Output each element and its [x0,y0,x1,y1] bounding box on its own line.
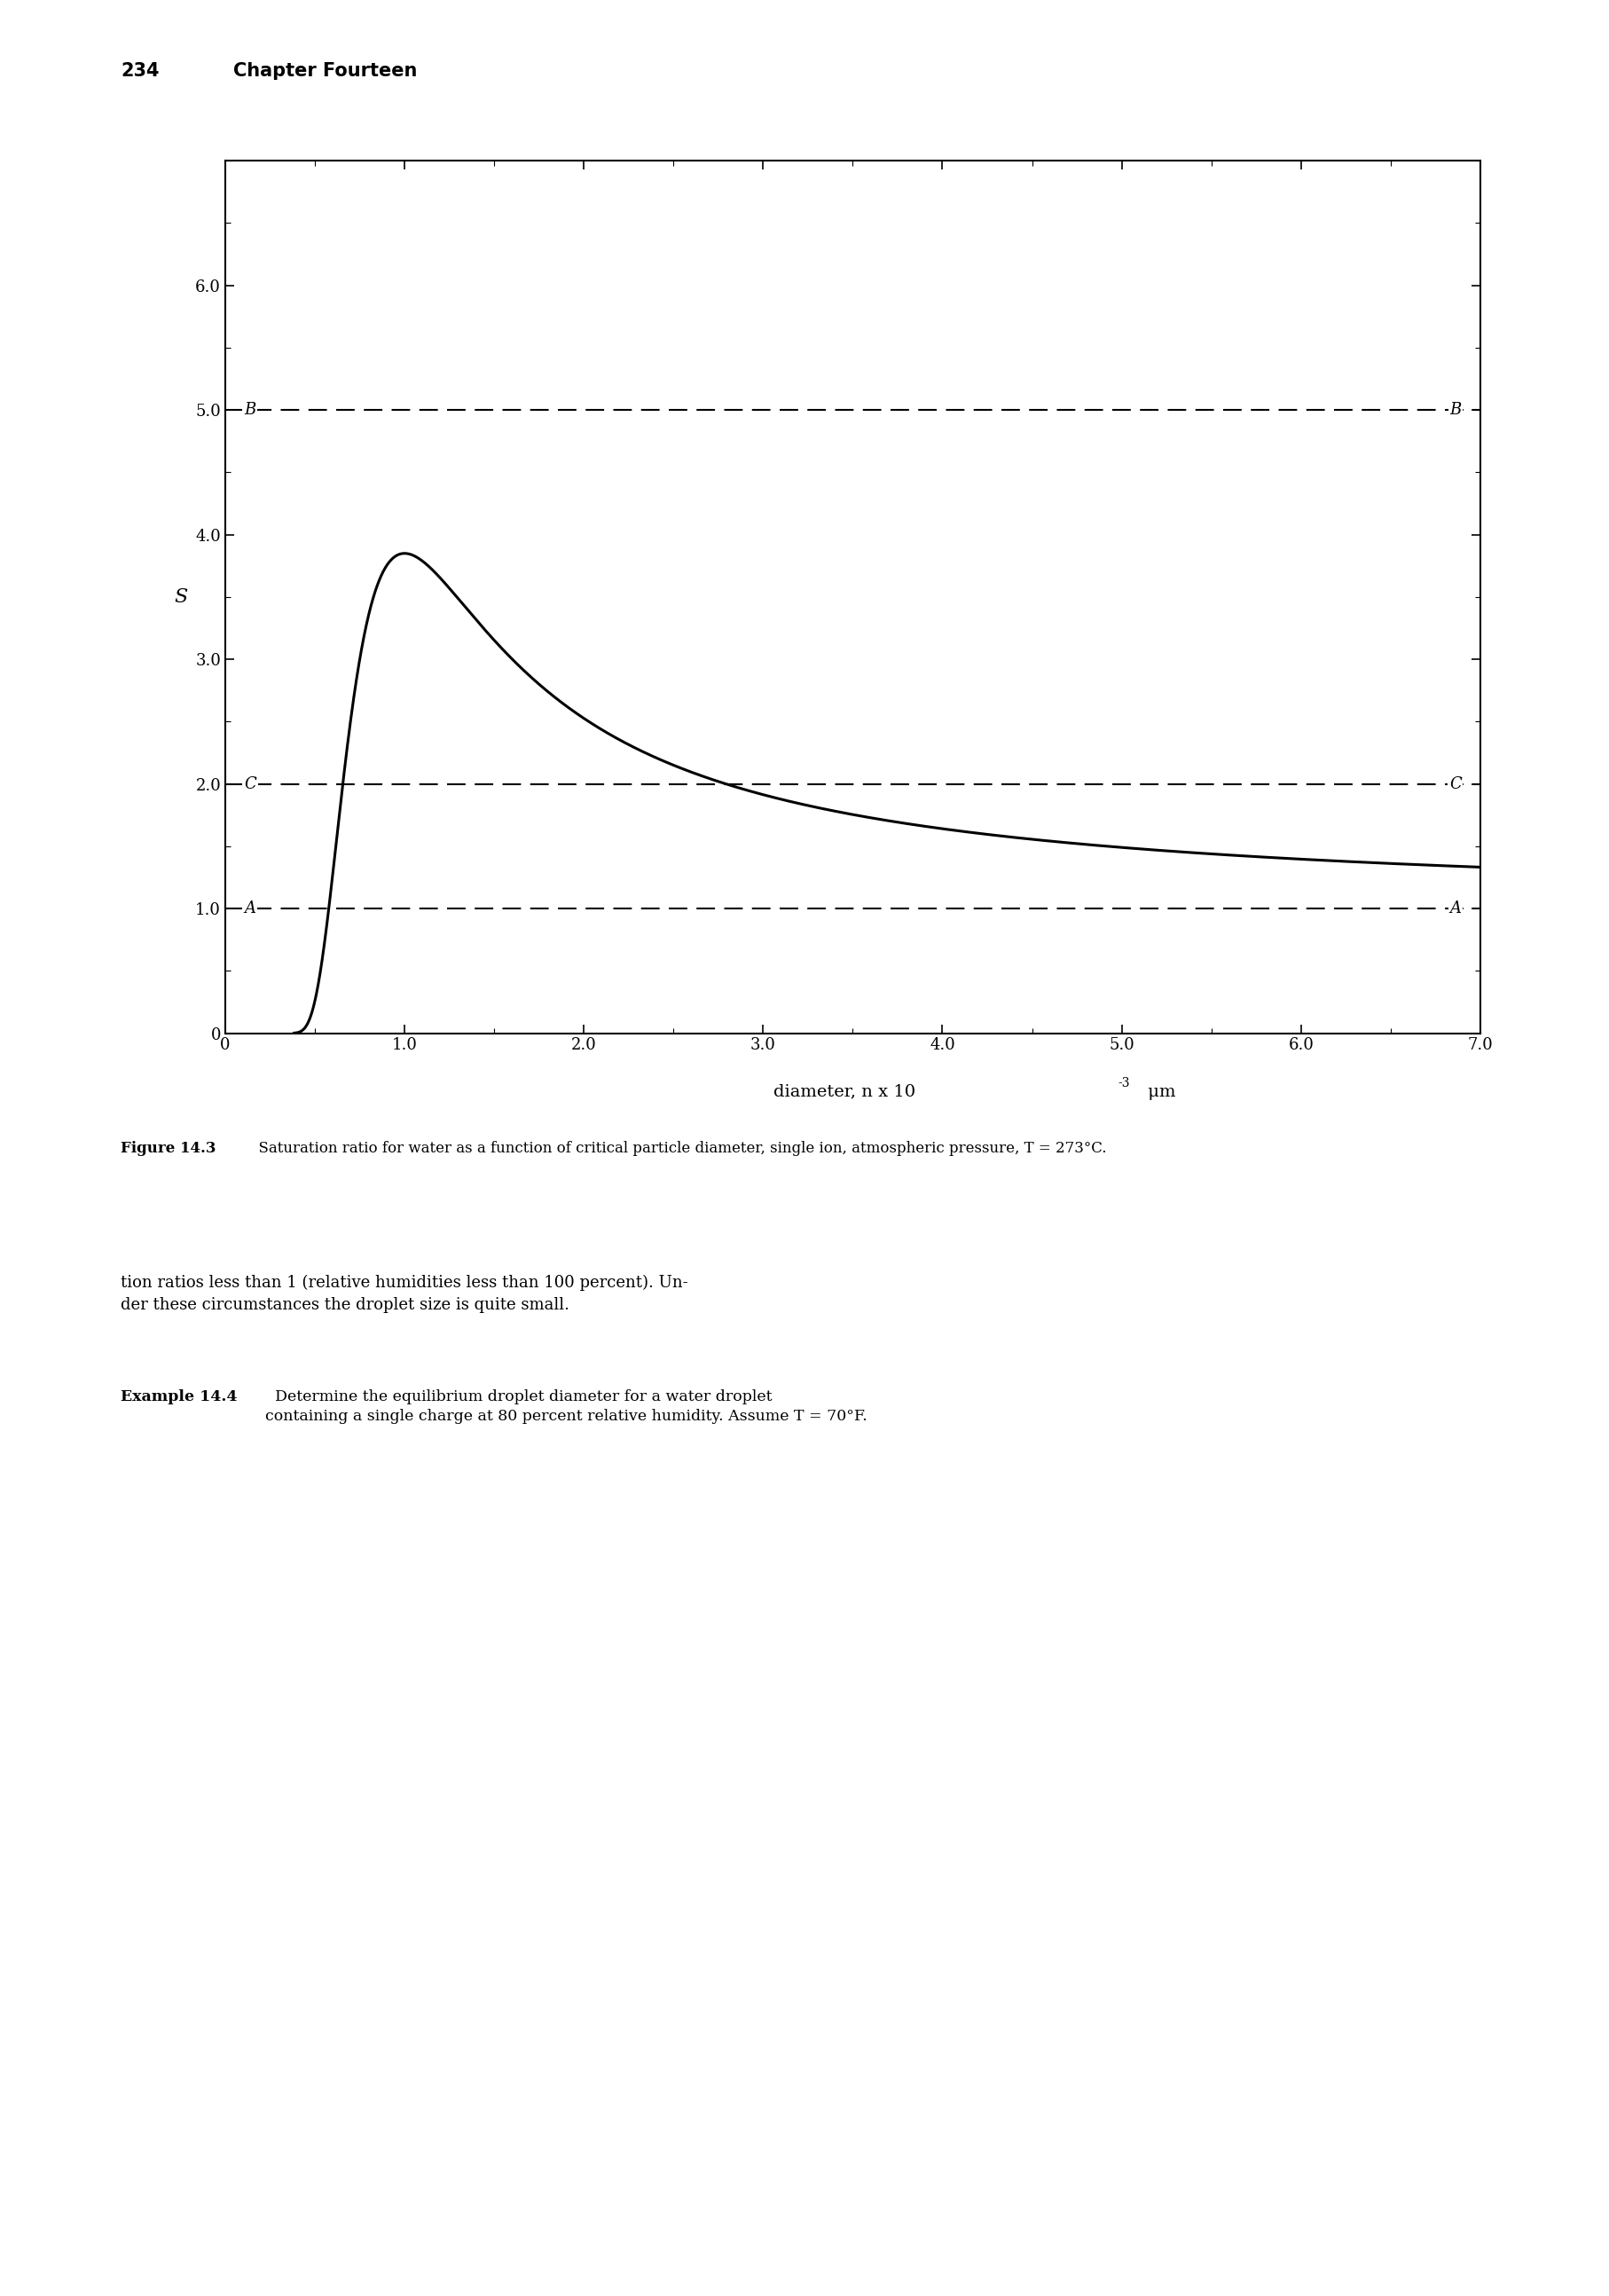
Text: tion ratios less than 1 (relative humidities less than 100 percent). Un-
der the: tion ratios less than 1 (relative humidi… [121,1274,689,1313]
Text: Chapter Fourteen: Chapter Fourteen [233,62,417,80]
Text: 234: 234 [121,62,159,80]
Text: μm: μm [1142,1084,1176,1100]
Text: diameter, n x 10: diameter, n x 10 [774,1084,916,1100]
Text: B: B [1450,402,1461,418]
Text: A: A [1450,900,1461,916]
Text: Determine the equilibrium droplet diameter for a water droplet
containing a sing: Determine the equilibrium droplet diamet… [265,1389,867,1424]
Y-axis label: S: S [174,588,187,606]
Text: C: C [245,776,256,792]
Text: Example 14.4: Example 14.4 [121,1389,237,1405]
Text: Saturation ratio for water as a function of critical particle diameter, single i: Saturation ratio for water as a function… [249,1141,1107,1157]
Text: Figure 14.3: Figure 14.3 [121,1141,216,1157]
Text: B: B [245,402,256,418]
Text: A: A [245,900,256,916]
Text: -3: -3 [1118,1077,1130,1088]
Text: C: C [1450,776,1461,792]
